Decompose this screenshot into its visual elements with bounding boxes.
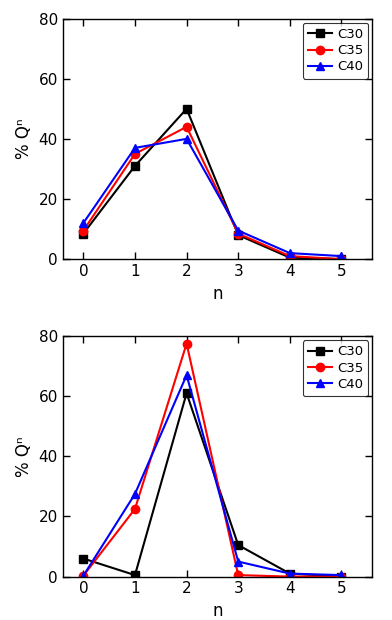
C30: [184, 389, 189, 397]
C40: [184, 135, 189, 143]
C30: [339, 573, 344, 580]
C30: [236, 541, 241, 549]
X-axis label: n: n: [212, 285, 223, 303]
C35: [81, 227, 86, 234]
Line: C40: C40: [79, 371, 346, 580]
C40: [339, 252, 344, 260]
C35: [339, 255, 344, 263]
C30: [81, 555, 86, 562]
C35: [132, 150, 137, 157]
C40: [287, 570, 292, 577]
C30: [236, 231, 241, 239]
C35: [339, 573, 344, 580]
C40: [184, 371, 189, 379]
C40: [132, 144, 137, 152]
C40: [236, 558, 241, 565]
C40: [81, 219, 86, 227]
C35: [236, 230, 241, 237]
C40: [339, 572, 344, 579]
C40: [81, 572, 86, 580]
C30: [81, 230, 86, 237]
Line: C35: C35: [79, 339, 346, 581]
C30: [287, 254, 292, 262]
C35: [184, 340, 189, 347]
Legend: C30, C35, C40: C30, C35, C40: [303, 22, 368, 79]
C35: [184, 123, 189, 131]
C35: [287, 252, 292, 260]
Line: C40: C40: [79, 135, 346, 260]
C30: [184, 105, 189, 112]
C35: [287, 573, 292, 580]
X-axis label: n: n: [212, 602, 223, 620]
C35: [236, 572, 241, 579]
Line: C30: C30: [79, 105, 346, 264]
C35: [81, 572, 86, 580]
C40: [236, 227, 241, 234]
Line: C30: C30: [79, 389, 346, 581]
C30: [132, 572, 137, 579]
C30: [339, 255, 344, 263]
C40: [287, 249, 292, 257]
Y-axis label: % Qⁿ: % Qⁿ: [15, 118, 33, 159]
Y-axis label: % Qⁿ: % Qⁿ: [15, 436, 33, 477]
C30: [287, 570, 292, 577]
Line: C35: C35: [79, 123, 346, 264]
C40: [132, 490, 137, 498]
C30: [132, 162, 137, 170]
C35: [132, 505, 137, 513]
Legend: C30, C35, C40: C30, C35, C40: [303, 340, 368, 396]
